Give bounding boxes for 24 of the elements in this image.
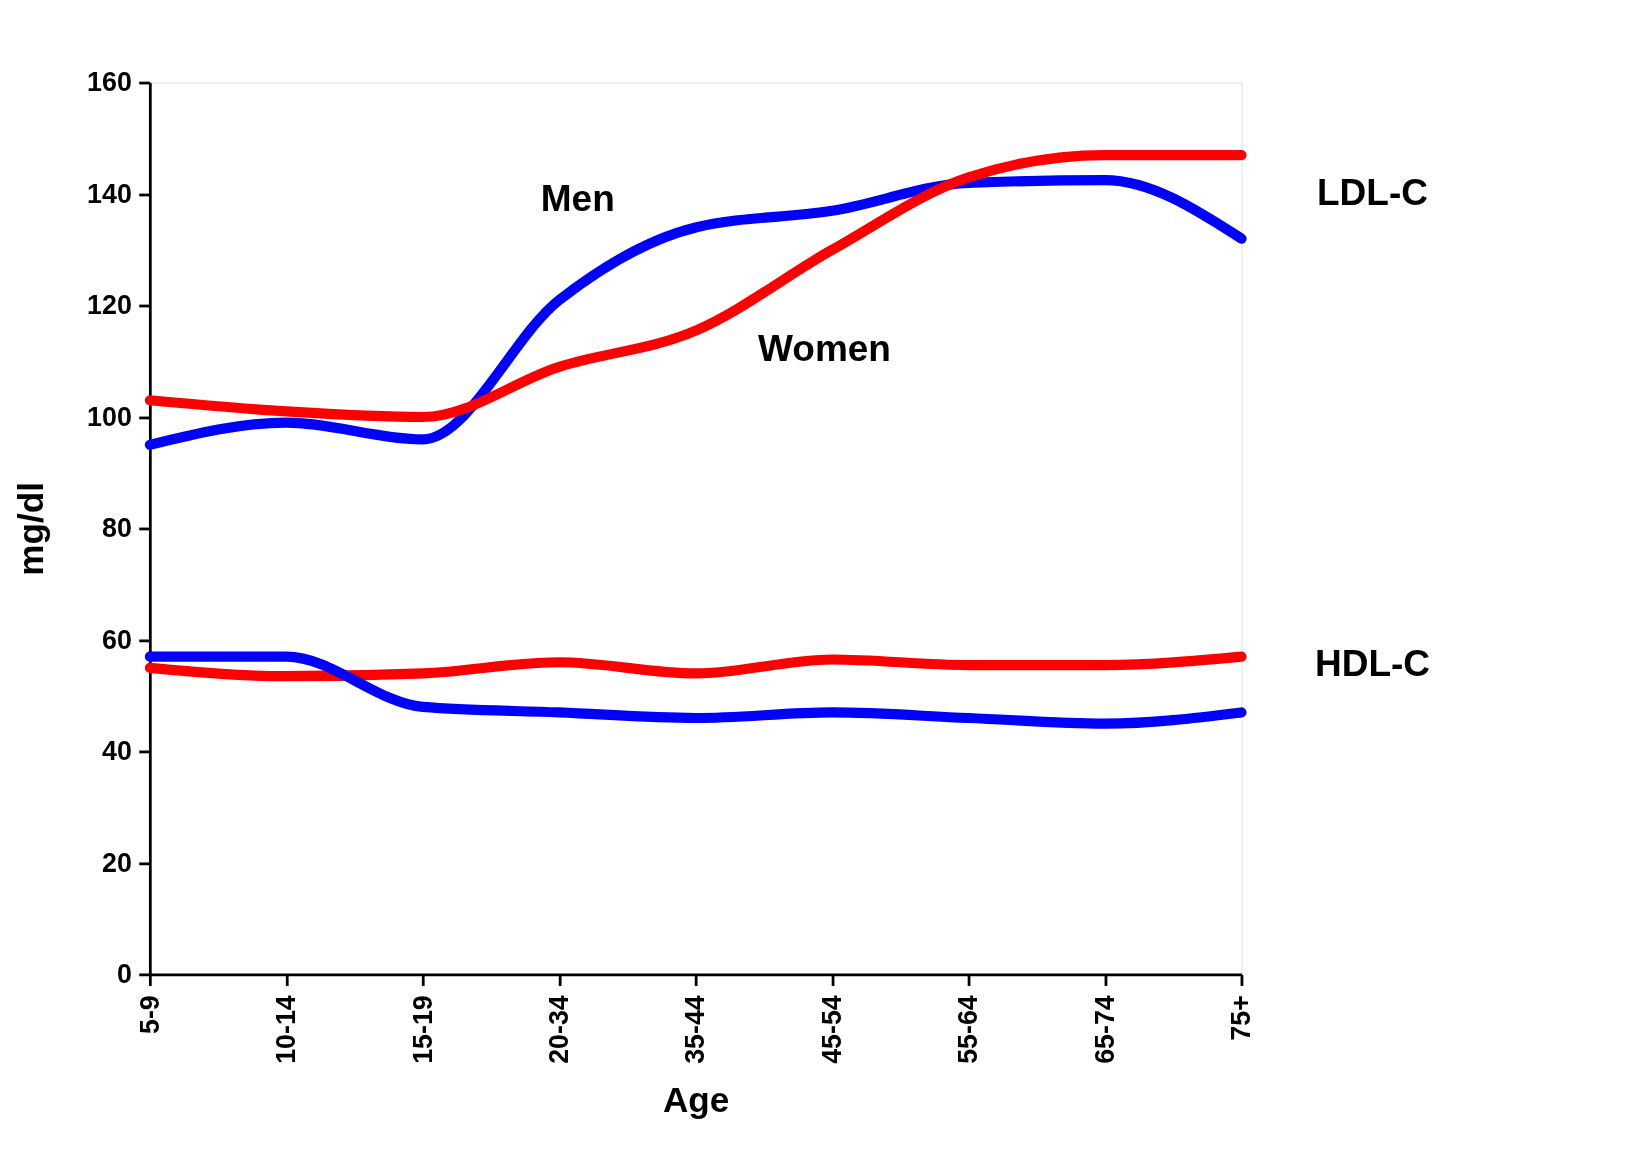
y-tick-label: 80 bbox=[102, 513, 132, 544]
y-tick-label: 160 bbox=[87, 67, 132, 98]
x-tick-label: 10-14 bbox=[271, 995, 302, 1064]
x-axis-title: Age bbox=[662, 1079, 730, 1119]
y-tick-label: 40 bbox=[102, 736, 132, 767]
x-tick-label: 20-34 bbox=[544, 995, 575, 1064]
x-tick-label: 5-9 bbox=[134, 995, 165, 1034]
y-tick-label: 20 bbox=[102, 847, 132, 878]
x-tick-label: 55-64 bbox=[953, 995, 984, 1064]
x-tick-label: 45-54 bbox=[816, 995, 847, 1064]
y-axis-title: mg/dl bbox=[10, 482, 50, 576]
y-tick-label: 100 bbox=[87, 401, 132, 432]
text: HDL-C bbox=[1314, 643, 1431, 685]
y-tick-label: 0 bbox=[116, 959, 132, 990]
x-tick-label: 75+ bbox=[1226, 995, 1257, 1041]
x-tick-label: 15-19 bbox=[407, 995, 438, 1064]
x-tick-label: 35-44 bbox=[680, 995, 711, 1064]
y-tick-label: 60 bbox=[102, 624, 132, 655]
y-tick-label: 140 bbox=[87, 178, 132, 209]
y-tick-label: 120 bbox=[87, 290, 132, 321]
x-tick-label: 65-74 bbox=[1089, 995, 1120, 1064]
series-label: Women bbox=[758, 328, 891, 370]
series-label: Men bbox=[540, 178, 615, 220]
text: LDL-C bbox=[1317, 172, 1428, 214]
